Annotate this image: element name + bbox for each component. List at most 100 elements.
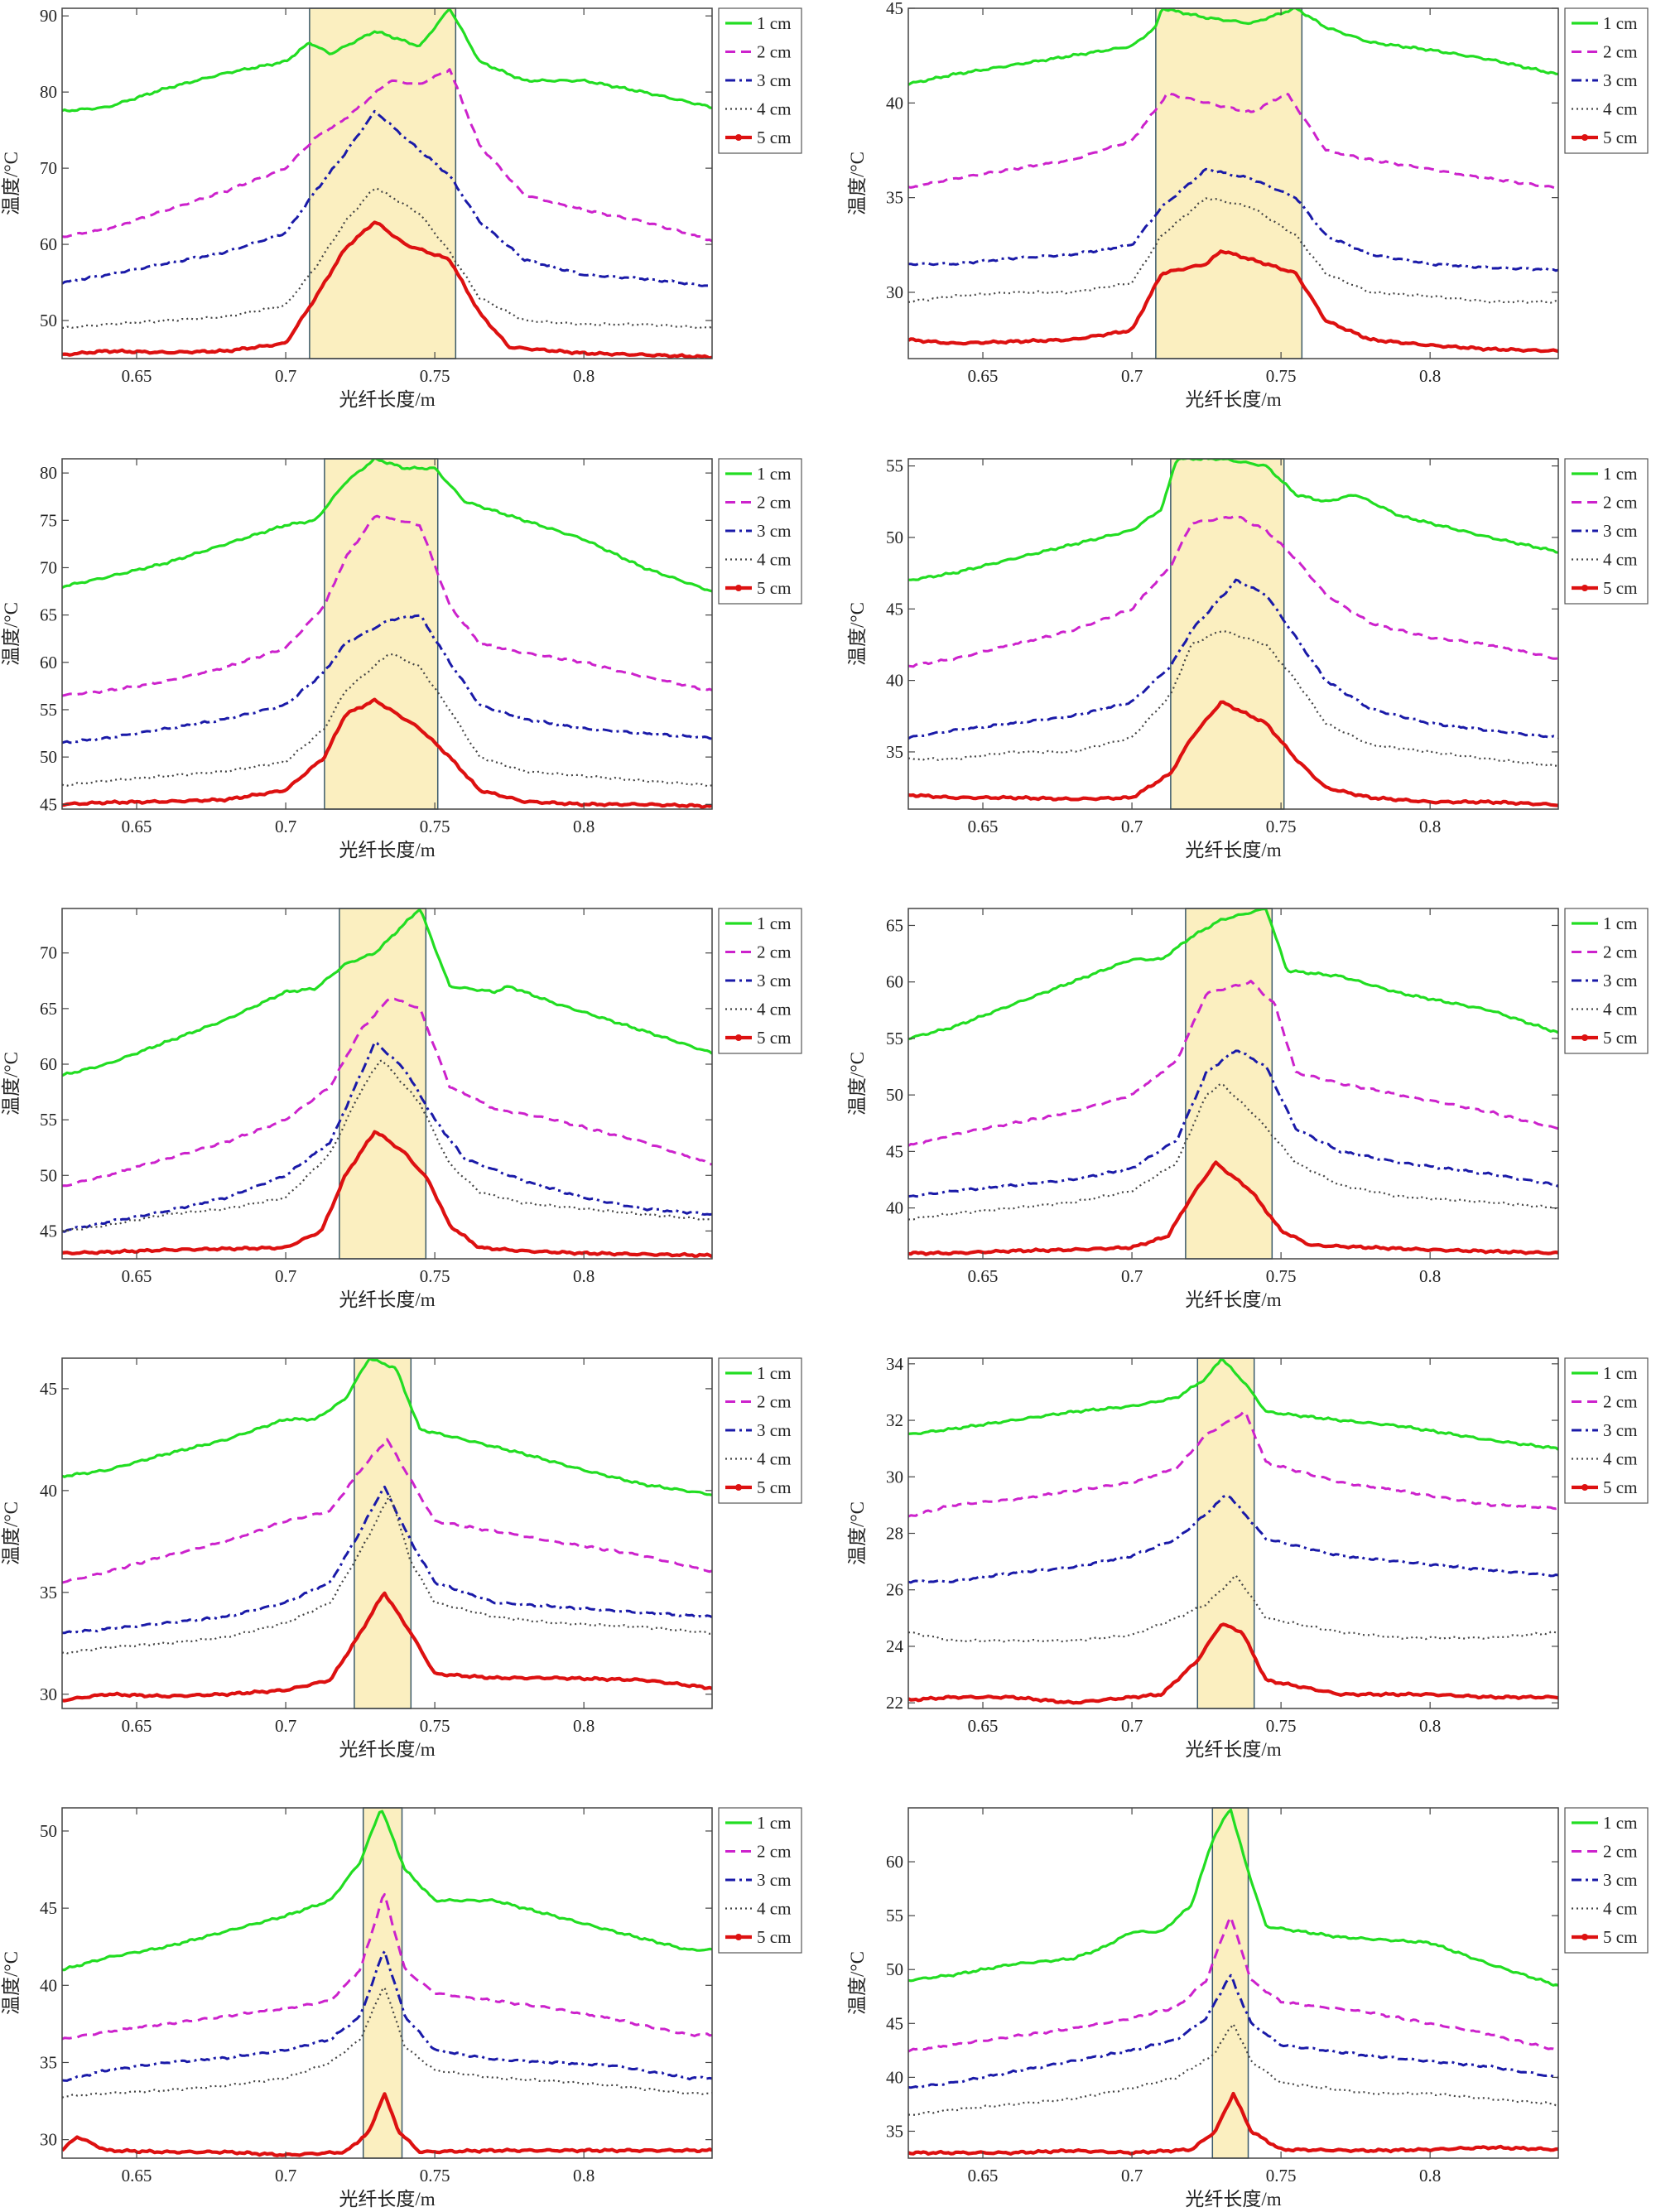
y-tick-label: 35 (886, 188, 903, 208)
legend-label: 2 cm (1603, 1842, 1637, 1862)
series-line-1cm (908, 459, 1558, 581)
legend-label: 3 cm (1603, 971, 1637, 990)
legend-label: 4 cm (757, 1000, 791, 1019)
legend-label: 4 cm (1603, 550, 1637, 570)
legend-marker (735, 1484, 742, 1491)
x-tick-label: 0.75 (420, 1716, 450, 1736)
y-tick-label: 70 (40, 557, 57, 577)
x-tick-label: 0.75 (1266, 2166, 1297, 2185)
series-line-1cm (62, 1810, 712, 1972)
y-tick-label: 60 (886, 1852, 903, 1872)
y-tick-label: 55 (40, 1110, 57, 1130)
legend-label: 3 cm (1603, 70, 1637, 90)
x-tick-label: 0.8 (573, 1266, 595, 1286)
y-tick-label: 45 (886, 2013, 903, 2033)
legend-label: 2 cm (1603, 1392, 1637, 1412)
y-tick-label: 55 (886, 1906, 903, 1925)
series-line-1cm (62, 8, 712, 113)
y-tick-label: 40 (886, 1198, 903, 1218)
y-tick-label: 45 (40, 1898, 57, 1918)
series-line-2cm (908, 980, 1558, 1147)
highlight-band (362, 1807, 403, 2159)
y-tick-label: 70 (40, 943, 57, 963)
x-tick-label: 0.8 (573, 366, 595, 386)
y-tick-label: 34 (886, 1354, 904, 1374)
x-tick-label: 0.7 (275, 2166, 296, 2185)
series-line-4cm (908, 1082, 1558, 1221)
x-tick-label: 0.65 (122, 1266, 152, 1286)
y-tick-label: 55 (886, 1029, 903, 1048)
x-tick-label: 0.65 (968, 366, 999, 386)
chart-panel-7: 0.65 0.7 0.75 0.8 30 35 40 45 光纤长度/m 温度/°C 1 cm 2 c… (1, 1357, 802, 1760)
x-tick-label: 0.65 (968, 817, 999, 836)
legend-label: 1 cm (1603, 13, 1637, 33)
legend-marker (735, 1034, 742, 1041)
y-axis-label: 温度/°C (847, 1052, 868, 1116)
y-tick-label: 45 (886, 0, 903, 18)
legend-marker (1581, 1934, 1588, 1940)
series-line-3cm (908, 1973, 1558, 2089)
x-tick-label: 0.75 (1266, 1716, 1297, 1736)
y-axis-label: 温度/°C (847, 152, 868, 215)
series-line-5cm (908, 249, 1558, 354)
legend-label: 4 cm (757, 1899, 791, 1919)
legend: 1 cm 2 cm 3 cm 4 cm 5 cm (718, 1357, 802, 1504)
legend-label: 1 cm (1603, 464, 1637, 484)
y-tick-label: 80 (40, 82, 57, 102)
legend-label: 4 cm (1603, 99, 1637, 119)
legend-label: 1 cm (1603, 913, 1637, 933)
y-tick-label: 50 (886, 528, 903, 547)
y-tick-label: 35 (886, 2121, 903, 2141)
series-line-4cm (62, 653, 712, 788)
highlight-band (1185, 908, 1273, 1260)
y-tick-label: 80 (40, 463, 57, 483)
highlight-band (354, 1357, 412, 1709)
chart-panel-1: 0.65 0.7 0.75 0.8 50 60 70 80 90 光纤长度/m 温度/°C 1 cm 2… (1, 6, 802, 410)
series-line-3cm (62, 614, 712, 745)
highlight-band (1211, 1807, 1249, 2159)
y-tick-label: 50 (40, 311, 57, 330)
x-tick-label: 0.7 (275, 1716, 296, 1736)
x-tick-label: 0.8 (573, 817, 595, 836)
x-tick-label: 0.7 (1121, 1266, 1143, 1286)
y-tick-label: 50 (40, 747, 57, 767)
series-line-2cm (62, 1893, 712, 2041)
x-tick-label: 0.8 (1419, 1716, 1441, 1736)
legend-label: 2 cm (1603, 493, 1637, 513)
x-tick-label: 0.8 (1419, 366, 1441, 386)
y-tick-label: 35 (40, 1583, 57, 1602)
y-tick-label: 60 (886, 972, 903, 992)
highlight-band (324, 458, 439, 810)
legend-label: 4 cm (757, 550, 791, 570)
y-tick-label: 75 (40, 510, 57, 530)
plot-frame (61, 908, 713, 1260)
y-tick-label: 45 (40, 794, 57, 814)
series-line-3cm (908, 1494, 1558, 1584)
x-tick-label: 0.65 (968, 1716, 999, 1736)
y-tick-label: 90 (40, 6, 57, 26)
legend-label: 5 cm (1603, 1477, 1637, 1497)
series-line-1cm (62, 908, 712, 1077)
series-line-5cm (62, 1130, 712, 1259)
series-line-3cm (62, 109, 712, 287)
y-tick-label: 65 (40, 605, 57, 625)
highlight-band (309, 7, 457, 359)
legend-label: 5 cm (757, 1927, 791, 1947)
plot-frame (61, 458, 713, 810)
series-line-2cm (62, 997, 712, 1188)
y-tick-label: 50 (40, 1821, 57, 1841)
y-tick-label: 45 (886, 1141, 903, 1161)
x-axis-label: 光纤长度/m (339, 389, 435, 410)
x-axis-label: 光纤长度/m (1185, 389, 1281, 410)
x-tick-label: 0.8 (1419, 2166, 1441, 2185)
legend-label: 2 cm (757, 42, 791, 62)
legend-label: 5 cm (1603, 1028, 1637, 1048)
y-tick-label: 45 (40, 1221, 57, 1241)
y-tick-label: 65 (886, 915, 903, 935)
legend-label: 3 cm (1603, 521, 1637, 541)
y-tick-label: 35 (40, 2052, 57, 2072)
y-tick-label: 30 (40, 1684, 57, 1704)
series-line-4cm (62, 1059, 712, 1232)
x-tick-label: 0.8 (573, 1716, 595, 1736)
x-axis-label: 光纤长度/m (339, 1289, 435, 1310)
